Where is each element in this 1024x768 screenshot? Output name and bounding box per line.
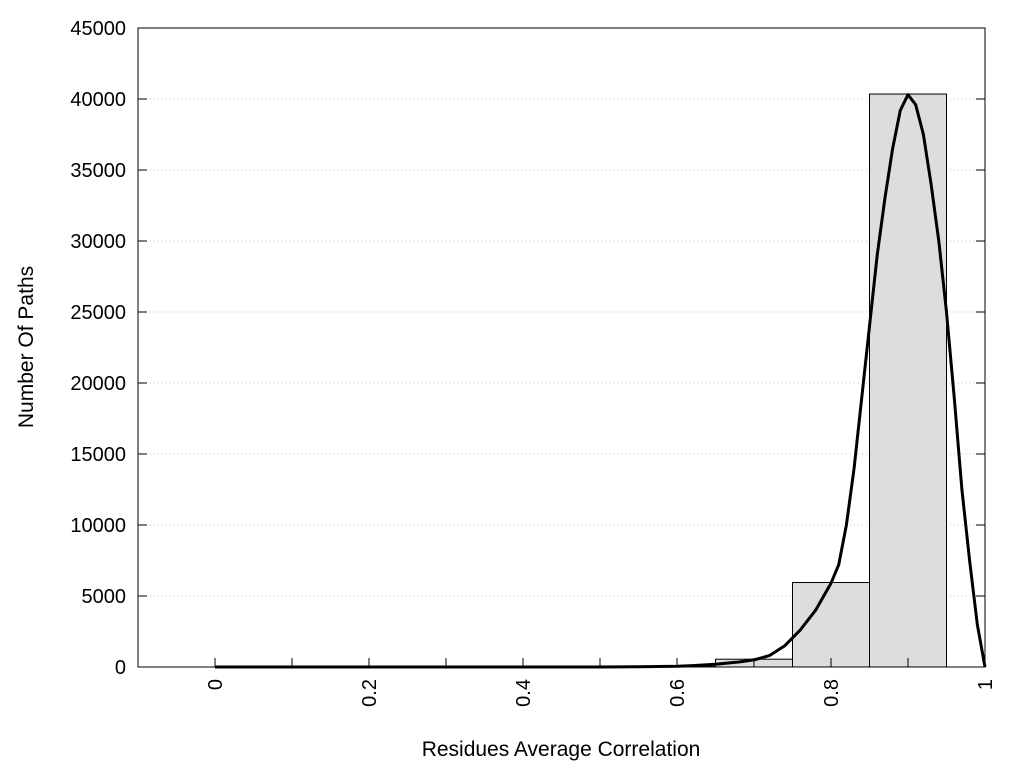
y-tick-label: 0 <box>115 657 126 679</box>
x-tick-label: 0.6 <box>667 679 689 707</box>
y-tick-label: 10000 <box>70 515 126 537</box>
x-tick-label: 0 <box>205 679 227 690</box>
plot-frame <box>137 27 986 668</box>
y-tick-label: 20000 <box>70 373 126 395</box>
plot-background <box>138 28 985 667</box>
y-tick-label: 30000 <box>70 231 126 253</box>
y-tick-label: 25000 <box>70 302 126 324</box>
y-tick-label: 15000 <box>70 444 126 466</box>
x-tick-label: 1 <box>975 679 997 690</box>
y-tick-label: 35000 <box>70 160 126 182</box>
y-tick-labels: 0 5000 10000 15000 20000 25000 30000 35000 40000… <box>70 18 126 679</box>
y-tick-label: 45000 <box>70 18 126 40</box>
x-tick-label: 0.8 <box>821 679 843 707</box>
y-tick-label: 5000 <box>82 586 127 608</box>
axis-ticks <box>138 27 986 668</box>
x-tick-labels: 0 0.2 0.4 0.6 0.8 1 <box>205 679 997 707</box>
histogram-bar <box>869 93 947 668</box>
y-axis-label: Number Of Paths <box>15 266 38 428</box>
x-axis-label: Residues Average Correlation <box>422 738 701 761</box>
x-tick-label: 0.2 <box>359 679 381 707</box>
x-tick-label: 0.4 <box>513 679 535 707</box>
y-tick-label: 40000 <box>70 89 126 111</box>
